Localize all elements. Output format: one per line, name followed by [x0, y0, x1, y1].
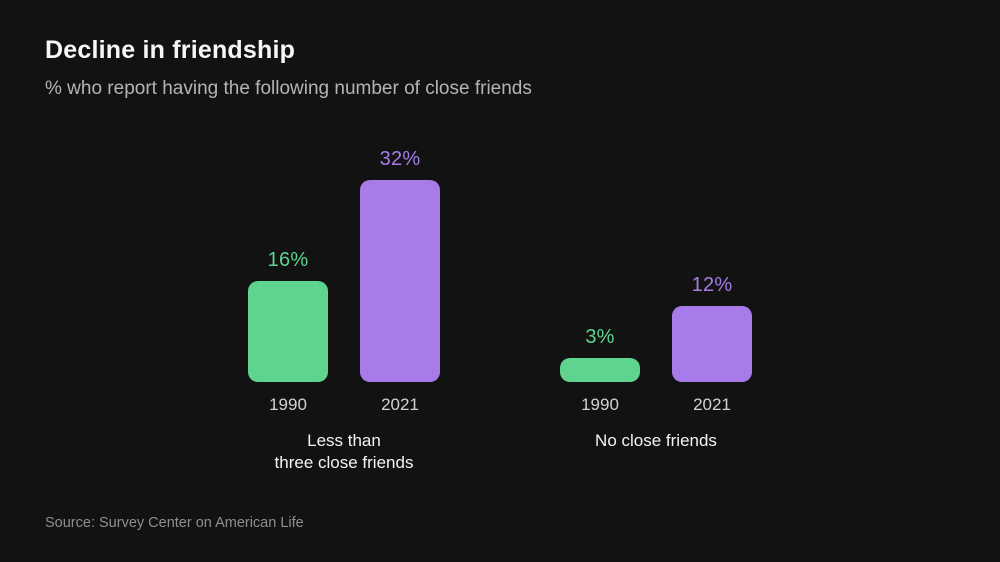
chart-header: Decline in friendship % who report havin… — [45, 36, 532, 100]
bar-cell: 32% 2021 — [360, 148, 440, 415]
bar-cell: 3% 1990 — [560, 148, 640, 415]
bar-2021 — [360, 180, 440, 382]
category-label: Less than three close friends — [274, 431, 414, 472]
x-axis-year-label: 1990 — [581, 395, 619, 414]
bar-1990 — [248, 281, 328, 382]
bar-2021 — [672, 306, 752, 382]
bar-area: 3% — [560, 148, 640, 382]
page-title: Decline in friendship — [45, 36, 296, 64]
bar-value-label: 3% — [585, 326, 615, 348]
bar-area: 12% — [672, 148, 752, 382]
bar-value-label: 12% — [691, 274, 733, 297]
bars-row: 3% 1990 12% 2021 — [560, 148, 752, 415]
page-subtitle: % who report having the following number… — [45, 78, 532, 99]
bar-value-label: 16% — [267, 249, 309, 272]
bar-area: 16% — [248, 148, 328, 382]
x-axis-year-label: 2021 — [693, 395, 731, 414]
bar-area: 32% — [360, 148, 440, 382]
x-axis-year-label: 1990 — [269, 395, 307, 414]
bar-1990 — [560, 358, 640, 382]
bar-value-label: 32% — [379, 148, 421, 171]
chart-group: 16% 1990 32% 2021 Less than three close frie… — [248, 148, 440, 474]
category-label: No close friends — [595, 431, 717, 450]
bar-cell: 12% 2021 — [672, 148, 752, 415]
bar-cell: 16% 1990 — [248, 148, 328, 415]
bars-row: 16% 1990 32% 2021 — [248, 148, 440, 415]
chart-group: 3% 1990 12% 2021 No close friends — [560, 148, 752, 452]
chart-footer: Source: Survey Center on American Life — [45, 514, 304, 532]
source-note: Source: Survey Center on American Life — [45, 515, 304, 531]
x-axis-year-label: 2021 — [381, 395, 419, 414]
